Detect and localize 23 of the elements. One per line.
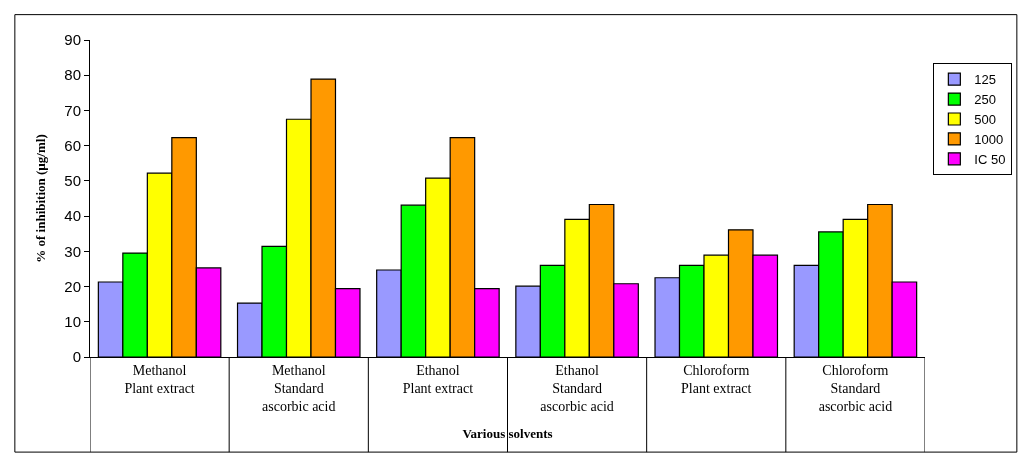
y-tick-label: 10: [64, 313, 81, 331]
x-tick-label: Ethanol Standard ascorbic acid: [540, 362, 614, 415]
legend-label: 250: [974, 92, 997, 108]
y-tick-label: 30: [64, 242, 81, 260]
legend-label: 500: [974, 112, 997, 128]
y-tick-label: 50: [64, 172, 81, 190]
y-tick-label: 70: [64, 101, 81, 119]
y-tick-label: 60: [64, 136, 81, 154]
x-tick-label: Ethanol Plant extract: [402, 362, 474, 396]
legend-label: 1000: [974, 131, 1004, 147]
y-tick-label: 80: [64, 66, 81, 84]
x-tick-label: Chloroform Standard ascorbic acid: [818, 362, 893, 415]
legend-label: 125: [974, 72, 997, 88]
x-tick-label: Methanol Standard ascorbic acid: [262, 362, 336, 415]
x-tick-label: Chloroform Plant extract: [681, 362, 752, 396]
y-tick-label: 0: [72, 348, 81, 366]
x-axis-title: Various solvents: [462, 425, 553, 441]
y-axis-title: % of inhibition (µg/ml): [33, 134, 49, 263]
y-tick-label: 20: [64, 277, 81, 295]
y-tick-label: 90: [64, 31, 81, 49]
legend-label: IC 50: [974, 151, 1006, 167]
y-tick-label: 40: [64, 207, 81, 225]
x-tick-label: Methanol Plant extract: [124, 362, 195, 396]
